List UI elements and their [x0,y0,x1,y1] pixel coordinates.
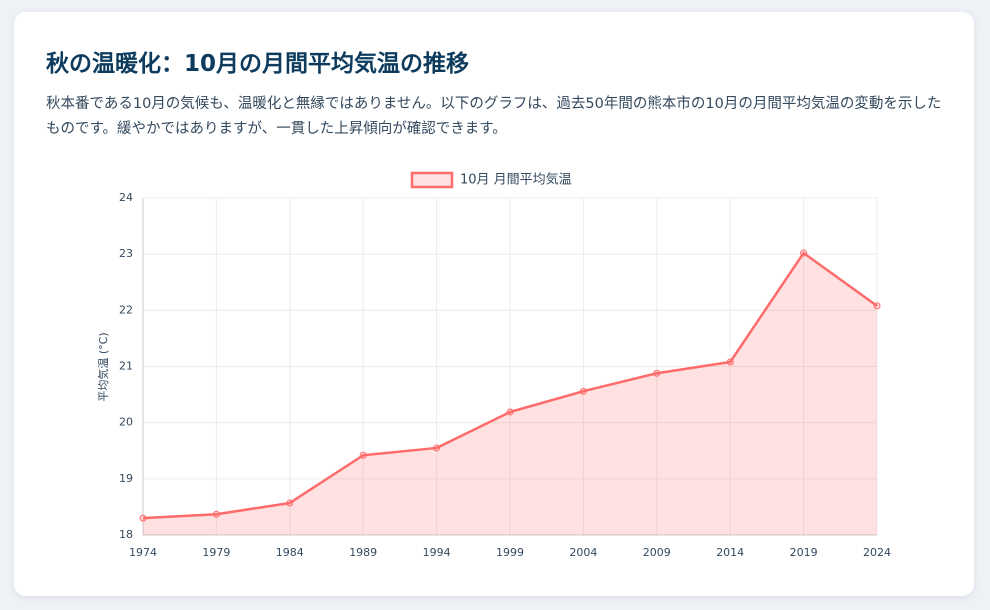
point [579,387,587,395]
y-axis-label: 平均気温 (°C) [96,332,110,401]
x-tick-label: 1999 [496,546,524,559]
point [653,369,661,377]
x-tick-label: 2014 [716,546,744,559]
x-tick-label: 2009 [643,546,671,559]
x-tick-label: 1989 [349,546,377,559]
point [506,408,514,416]
y-tick-label: 22 [119,303,133,316]
point [726,358,734,366]
x-tick-label: 2019 [790,546,818,559]
point [286,499,294,507]
legend-label: 10月 月間平均気温 [460,172,572,188]
y-tick-label: 24 [119,191,133,204]
x-tick-label: 1984 [276,546,304,559]
x-tick-label: 2004 [569,546,597,559]
point [359,451,367,459]
y-tick-label: 21 [119,360,133,373]
point [139,514,147,522]
area [143,253,877,535]
point [873,302,881,310]
x-tick-label: 1979 [202,546,230,559]
y-tick-label: 20 [119,416,133,429]
y-tick-label: 23 [119,247,133,260]
line [142,251,878,520]
point [212,510,220,518]
card: 秋の温暖化：10月の月間平均気温の推移 秋本番である10月の気候も、温暖化と無縁… [14,12,974,596]
point [800,249,808,257]
y-tick-label: 19 [119,472,133,485]
x-tick-label: 1974 [129,546,157,559]
x-tick-label: 2024 [863,546,891,559]
y-tick-label: 18 [119,528,133,541]
point [433,444,441,452]
description: 秋本番である10月の気候も、温暖化と無縁ではありません。以下のグラフは、過去50… [46,96,942,137]
legend-swatch [410,171,454,189]
x-tick-label: 1994 [423,546,451,559]
title: 秋の温暖化：10月の月間平均気温の推移 [46,51,470,77]
